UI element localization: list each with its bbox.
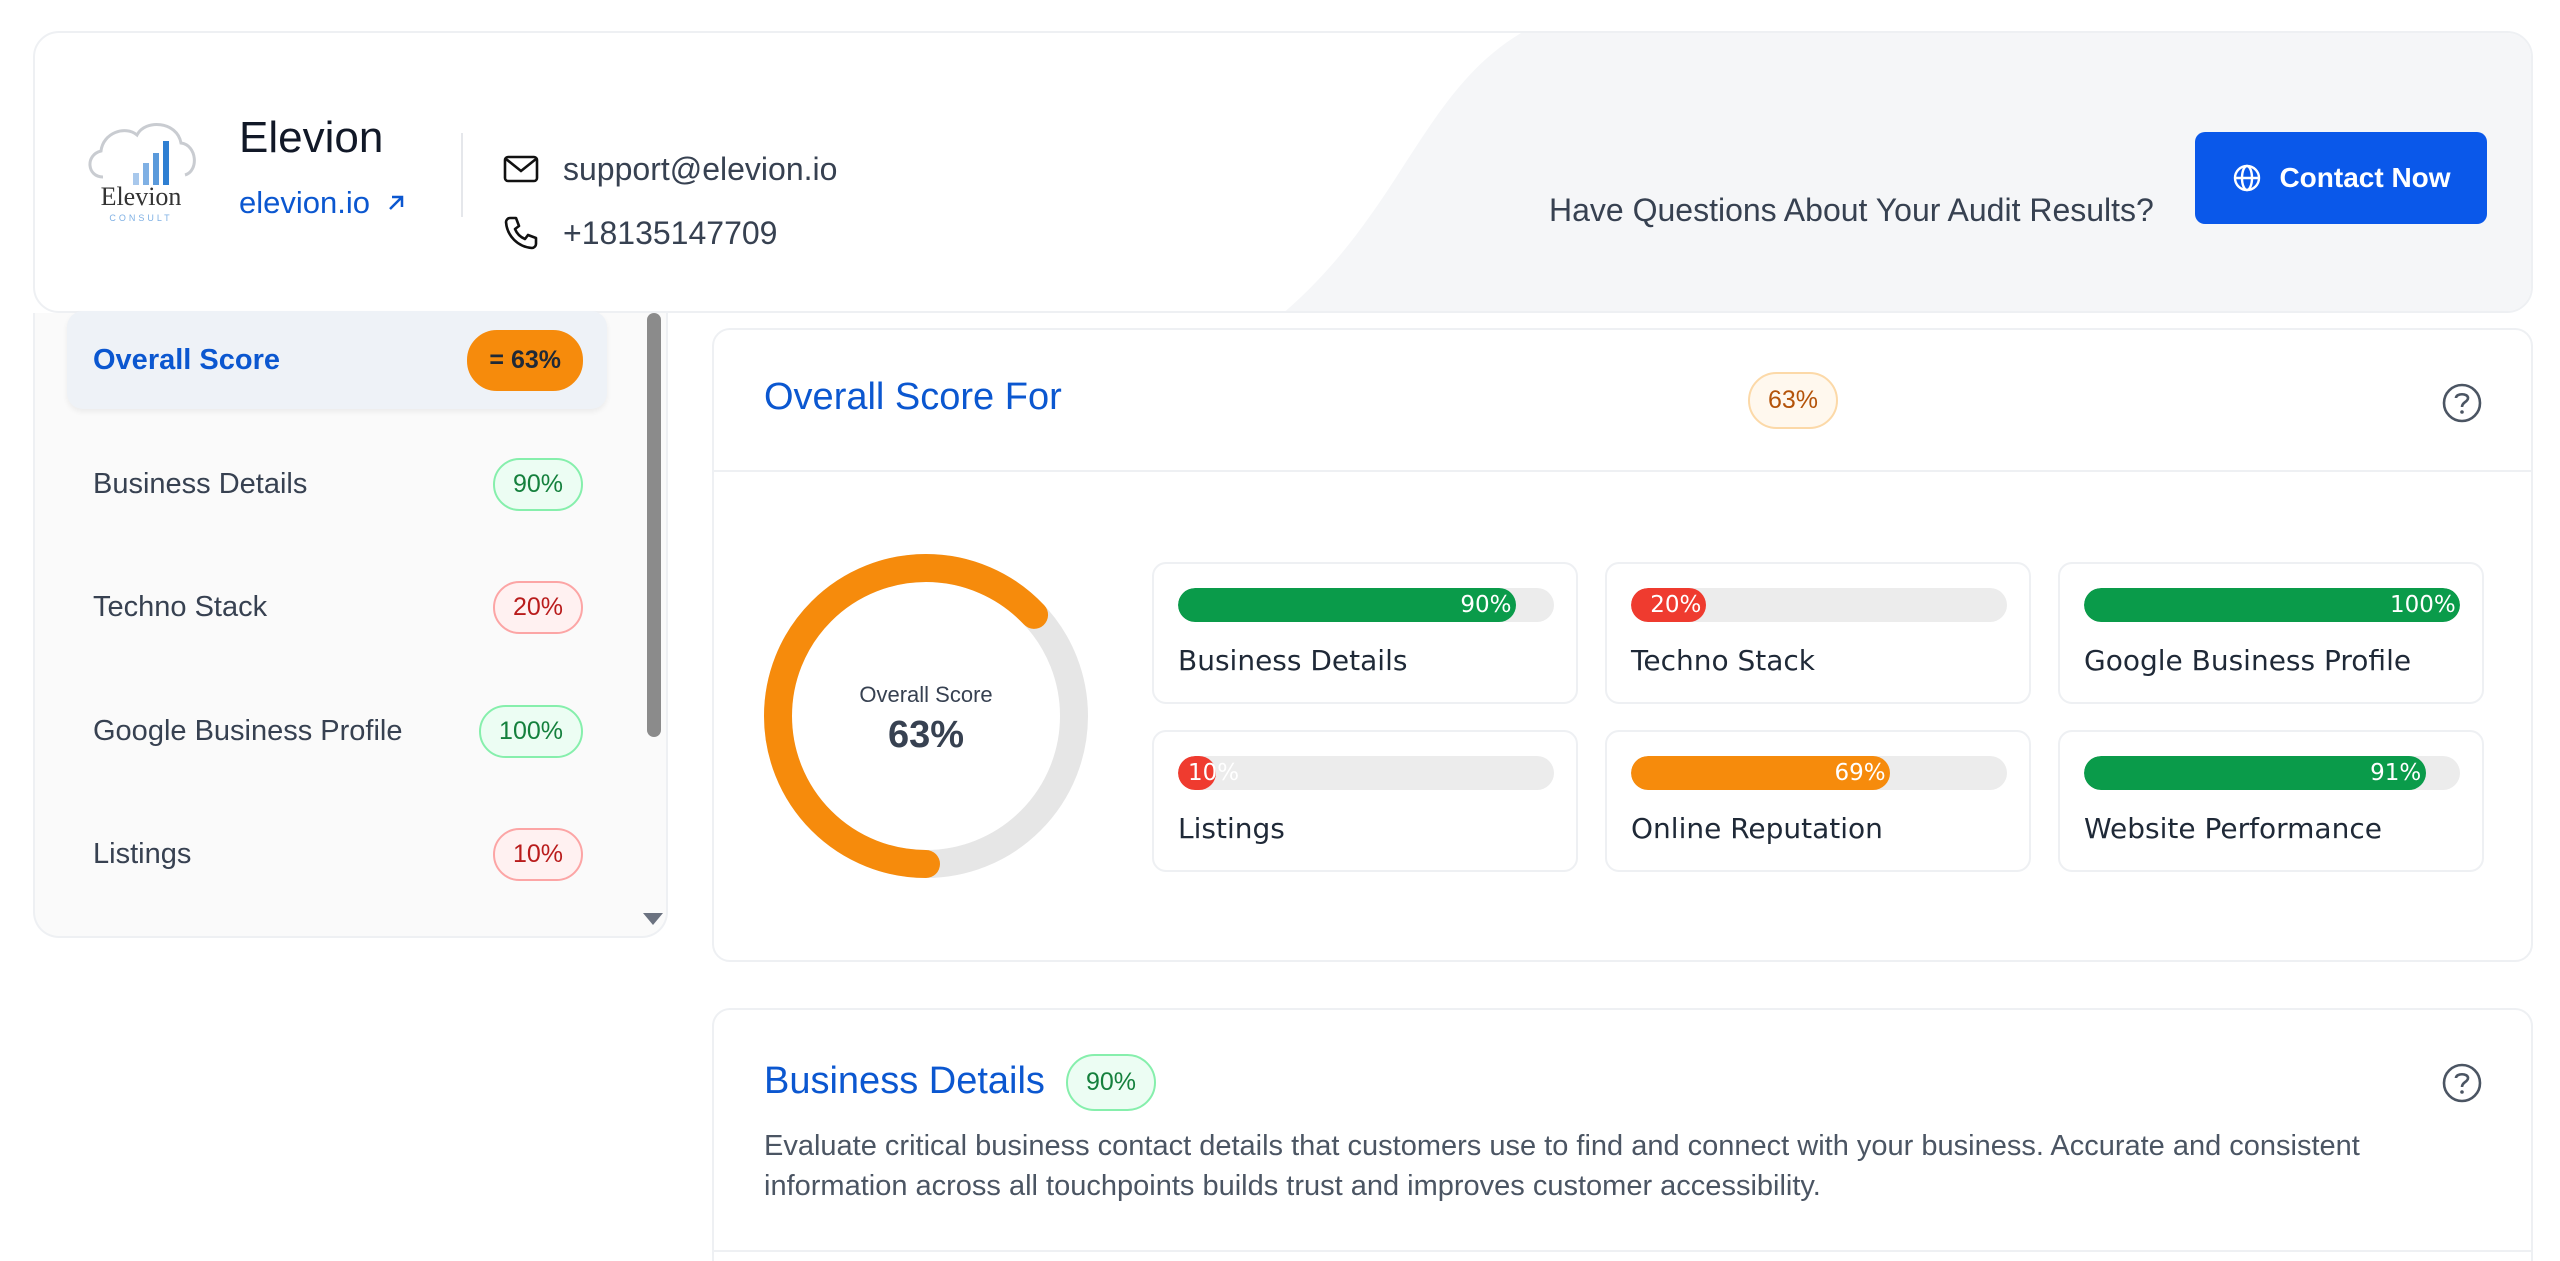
progress-label: 69% — [1834, 760, 1886, 786]
svg-text:Elevion: Elevion — [101, 182, 182, 211]
help-icon[interactable] — [2441, 382, 2483, 424]
overall-score-title: Overall Score For — [764, 376, 1062, 418]
business-details-title: Business Details — [764, 1060, 1045, 1102]
sidebar-score-badge: 90% — [492, 457, 583, 511]
progress-track: 10% — [1178, 756, 1554, 790]
business-details-badge: 90% — [1066, 1054, 1157, 1111]
sidebar-item-label: Overall Score — [93, 343, 280, 376]
sidebar-item-label: Techno Stack — [93, 590, 268, 623]
sidebar-item-business-details[interactable]: Business Details 90% — [67, 435, 607, 533]
progress-track: 20% — [1631, 588, 2007, 622]
progress-label: 90% — [1460, 592, 1512, 618]
progress-track: 69% — [1631, 756, 2007, 790]
metric-tile-online-reputation[interactable]: 69% Online Reputation — [1605, 730, 2031, 872]
progress-label: 20% — [1650, 592, 1702, 618]
contact-now-button[interactable]: Contact Now — [2195, 132, 2487, 224]
phone-text[interactable]: +18135147709 — [563, 214, 778, 251]
progress-label: 100% — [2390, 592, 2456, 618]
overall-score-card: Overall Score For 63% Overall Score 63% … — [712, 328, 2533, 962]
contact-now-label[interactable]: Contact Now — [2279, 162, 2451, 193]
progress-fill — [1178, 756, 1216, 790]
audit-question-text: Have Questions About Your Audit Results? — [1549, 192, 2154, 228]
sidebar-item-techno-stack[interactable]: Techno Stack 20% — [67, 558, 607, 656]
progress-track: 100% — [2084, 588, 2460, 622]
cloud-logo-icon: Elevion CONSULT — [88, 123, 196, 223]
brand-name: Elevion — [239, 113, 384, 162]
business-details-description: Evaluate critical business contact detai… — [764, 1130, 2360, 1202]
scroll-down-arrow-icon[interactable] — [643, 913, 663, 925]
metric-tile-listings[interactable]: 10% Listings — [1152, 730, 1578, 872]
metric-name: Techno Stack — [1631, 644, 1816, 677]
sidebar-score-badge: 10% — [492, 827, 583, 881]
metric-tile-business-details[interactable]: 90% Business Details — [1152, 562, 1578, 704]
metric-name: Listings — [1178, 812, 1285, 845]
progress-track: 90% — [1178, 588, 1554, 622]
overall-score-badge: 63% — [1748, 372, 1839, 429]
metric-tile-techno-stack[interactable]: 20% Techno Stack — [1605, 562, 2031, 704]
company-logo: Elevion CONSULT — [81, 115, 201, 225]
metric-name: Business Details — [1178, 644, 1408, 677]
sidebar-score-badge: 100% — [479, 704, 583, 758]
metric-name: Website Performance — [2084, 812, 2382, 845]
email-contact[interactable]: support@elevion.io — [501, 149, 837, 189]
progress-track: 91% — [2084, 756, 2460, 790]
progress-fill — [2084, 588, 2460, 622]
progress-fill — [1178, 588, 1517, 622]
progress-fill — [2084, 756, 2427, 790]
metric-tile-website-performance[interactable]: 91% Website Performance — [2058, 730, 2484, 872]
sidebar-item-label: Google Business Profile — [93, 714, 403, 747]
sidebar-item-listings[interactable]: Listings 10% — [67, 805, 607, 903]
phone-contact[interactable]: +18135147709 — [501, 213, 777, 253]
external-arrow-icon — [389, 195, 404, 210]
phone-icon — [504, 216, 538, 250]
svg-text:CONSULT: CONSULT — [109, 213, 172, 223]
sidebar-scroll-thumb[interactable] — [647, 313, 661, 737]
donut-progress-arc — [764, 554, 1088, 878]
card-divider — [714, 1250, 2531, 1252]
email-text[interactable]: support@elevion.io — [563, 150, 838, 187]
donut-value: 63% — [887, 714, 965, 756]
donut-label: Overall Score — [859, 682, 993, 707]
report-header: Elevion CONSULT Elevion elevion.io suppo… — [33, 31, 2533, 313]
brand-website-link[interactable]: elevion.io — [239, 185, 408, 221]
sidebar-item-label: Listings — [93, 837, 192, 870]
business-details-card: Business Details 90% Evaluate critical b… — [712, 1008, 2533, 1261]
overall-score-header: Overall Score For 63% — [714, 330, 2531, 472]
sidebar-score-badge: 20% — [492, 580, 583, 634]
progress-label: 91% — [2370, 760, 2422, 786]
sidebar-item-google-business-profile[interactable]: Google Business Profile 100% — [67, 682, 607, 780]
progress-fill — [1631, 756, 1891, 790]
progress-fill — [1631, 588, 1707, 622]
brand-link-text[interactable]: elevion.io — [239, 185, 370, 220]
sidebar-item-label: Business Details — [93, 467, 308, 500]
sidebar-score-badge: = 63% — [467, 329, 583, 391]
header-divider — [461, 133, 463, 217]
sidebar-nav: Overall Score = 63% Business Details 90%… — [33, 311, 668, 938]
header-background-shape — [1285, 33, 2531, 311]
metric-name: Google Business Profile — [2084, 644, 2412, 677]
globe-icon — [2234, 164, 2261, 192]
help-icon[interactable] — [2441, 1062, 2483, 1104]
overall-score-donut — [764, 554, 1088, 878]
metric-tile-google-business-profile[interactable]: 100% Google Business Profile — [2058, 562, 2484, 704]
sidebar-item-overall-score[interactable]: Overall Score = 63% — [67, 311, 607, 409]
progress-label: 10% — [1188, 760, 1240, 786]
mail-icon — [503, 155, 539, 183]
metric-name: Online Reputation — [1631, 812, 1883, 845]
